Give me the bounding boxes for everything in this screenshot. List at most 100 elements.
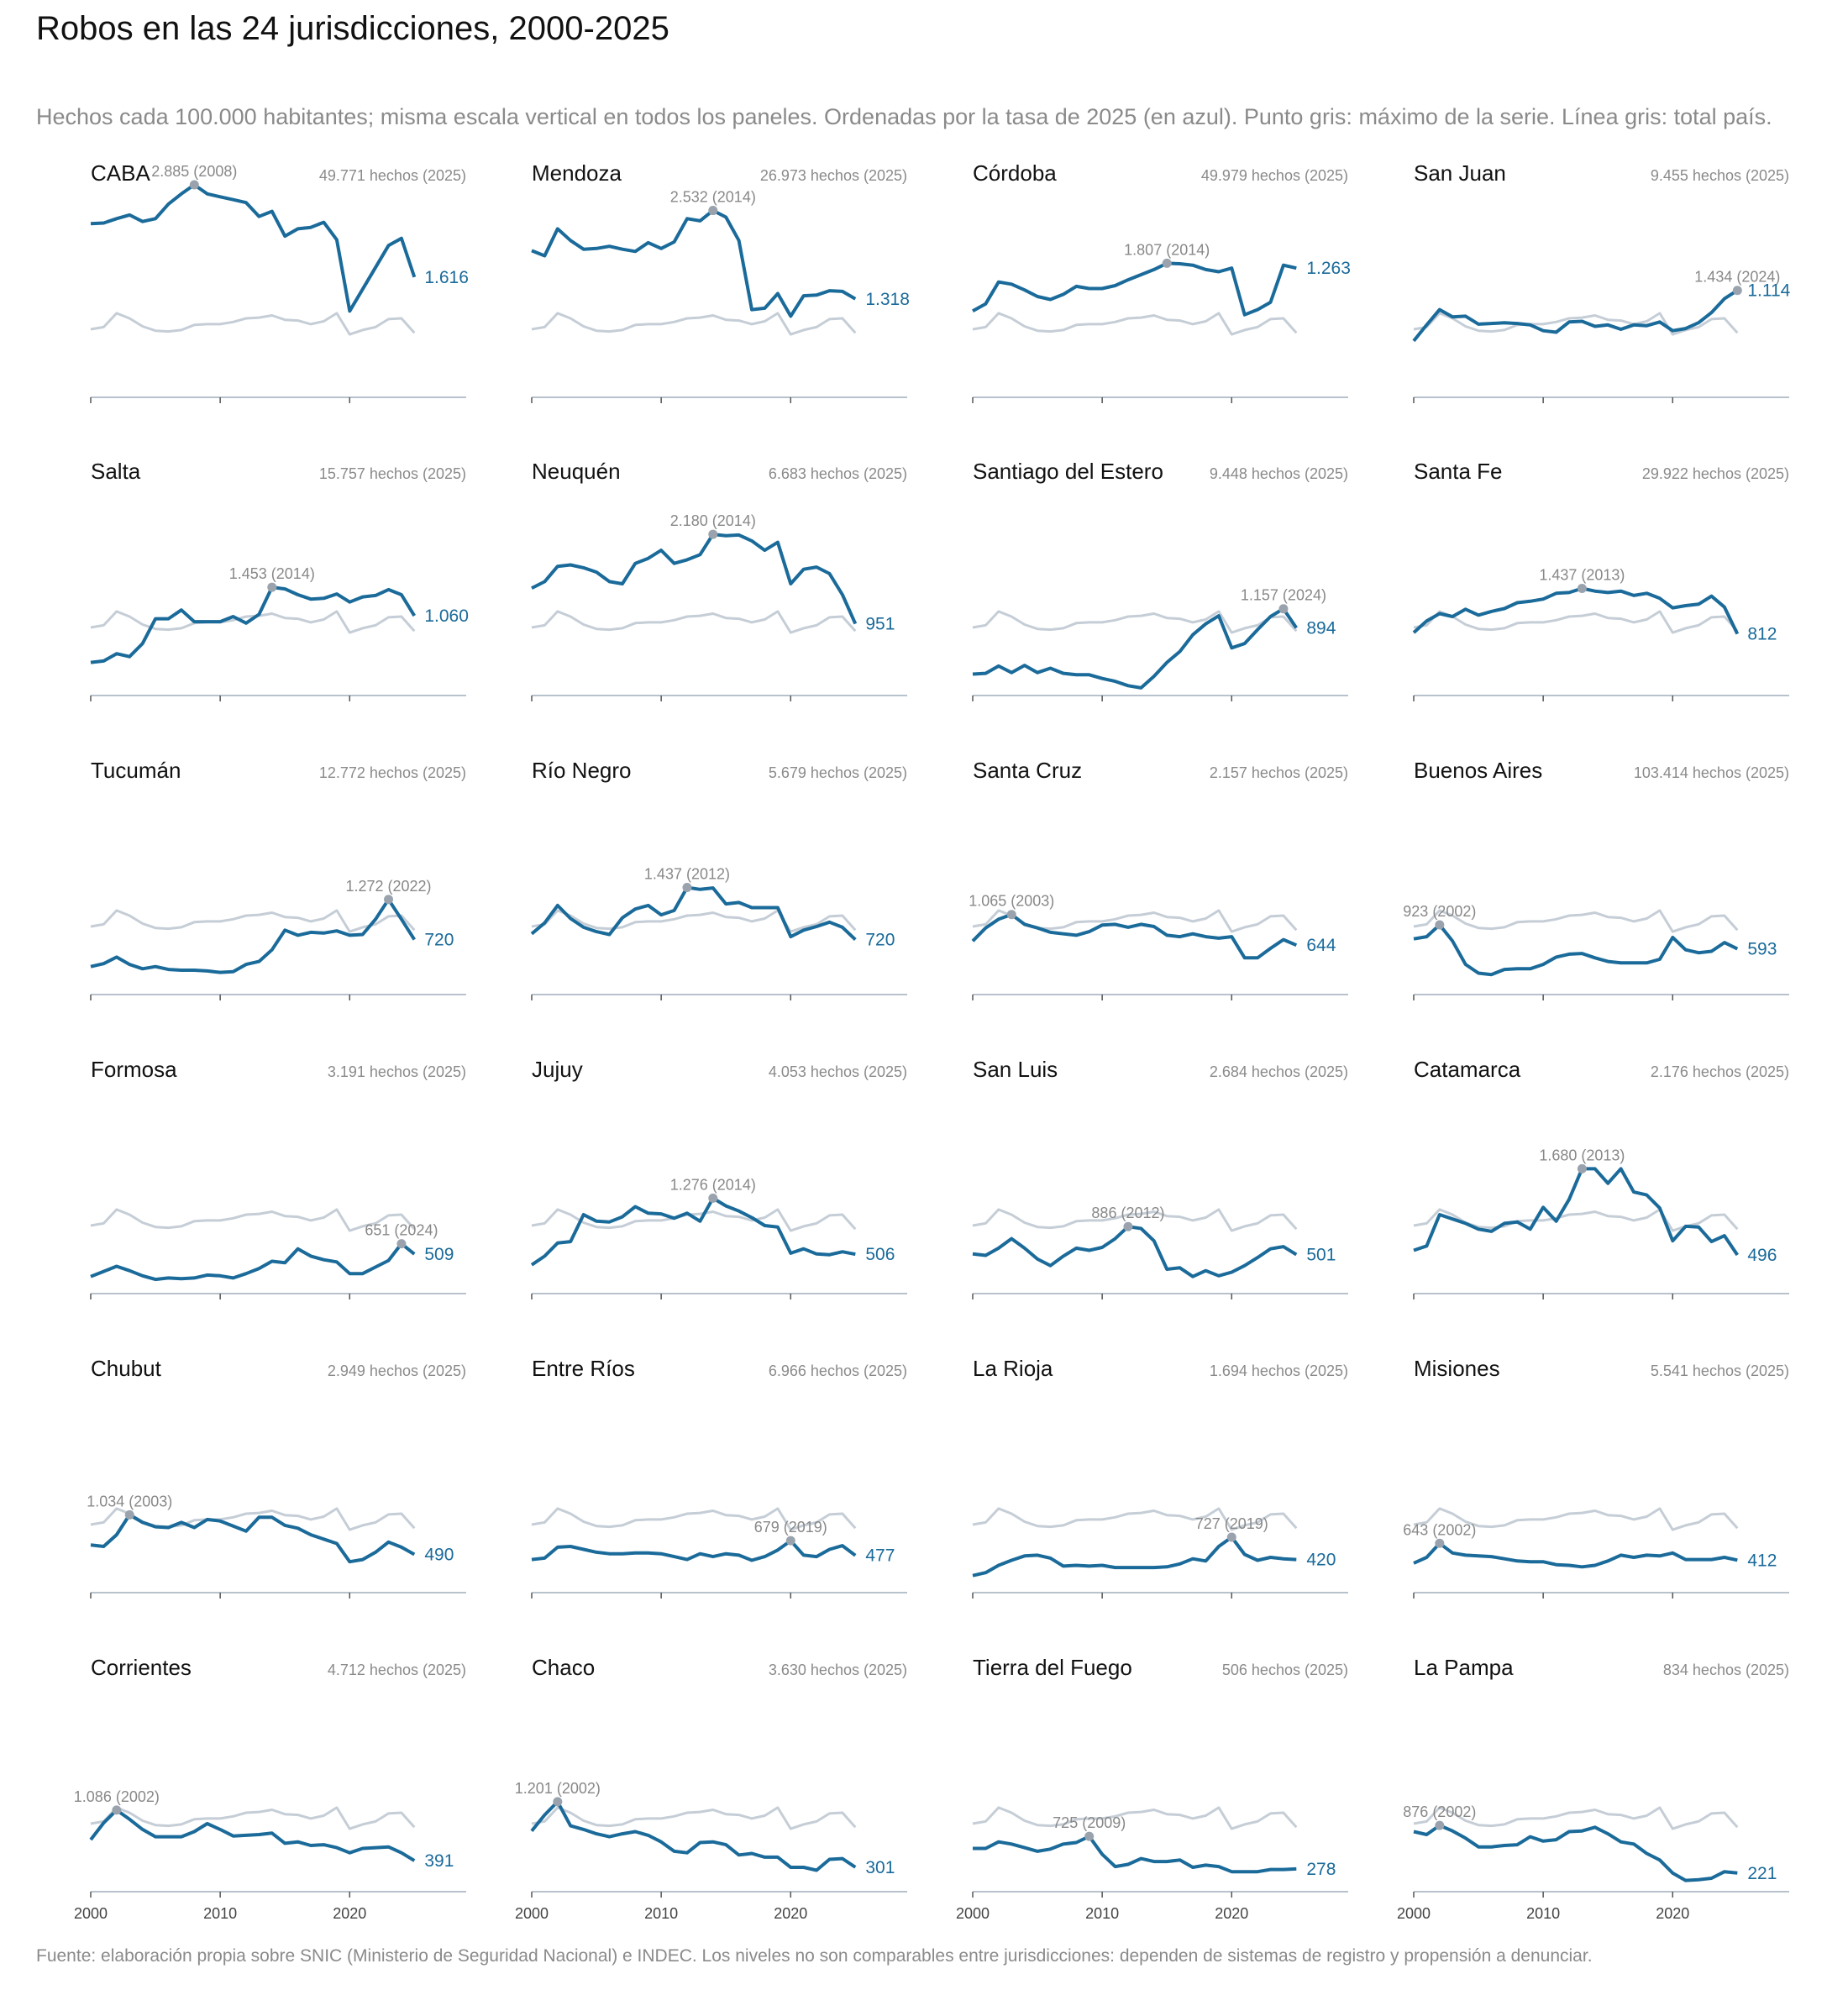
- province-line: [89, 1808, 416, 1862]
- end-value-label: 812: [1747, 625, 1777, 644]
- end-value-label: 951: [865, 615, 895, 634]
- x-tick-label: 2010: [644, 1905, 678, 1922]
- province-line: [90, 183, 417, 313]
- province-line: [531, 1539, 857, 1562]
- max-label: 727 (2019): [1195, 1515, 1268, 1532]
- max-point: [1435, 1538, 1445, 1548]
- panel-title: Santa Fe: [1414, 459, 1503, 484]
- country-line: [531, 1208, 857, 1232]
- panel-count-label: 3.191 hechos (2025): [328, 1063, 466, 1080]
- panel-count-label: 103.414 hechos (2025): [1634, 764, 1789, 781]
- province-line: [90, 1242, 416, 1282]
- max-label: 1.034 (2003): [87, 1493, 172, 1509]
- end-value-label: 391: [424, 1851, 454, 1871]
- panel-tucuman: Tucumán 12.772 hechos (2025) 1.272 (2022) 7…: [90, 758, 466, 1000]
- end-value-label: 593: [1747, 940, 1777, 959]
- chart-subtitle: Hechos cada 100.000 habitantes; misma es…: [36, 104, 1772, 129]
- max-label: 2.532 (2014): [670, 189, 756, 206]
- panel-count-label: 2.157 hechos (2025): [1210, 764, 1348, 781]
- max-point: [1162, 258, 1172, 268]
- max-point: [1732, 286, 1742, 296]
- province-line: [972, 1225, 1298, 1278]
- max-point: [785, 1536, 795, 1546]
- max-point: [384, 895, 394, 905]
- end-value-label: 420: [1306, 1551, 1336, 1570]
- max-label: 1.453 (2014): [229, 565, 315, 582]
- x-tick-label: 2000: [74, 1905, 108, 1922]
- x-tick-label: 2020: [1656, 1905, 1689, 1922]
- country-line: [531, 1806, 857, 1830]
- max-label: 876 (2002): [1403, 1803, 1476, 1820]
- panel-count-label: 29.922 hechos (2025): [1642, 465, 1789, 482]
- max-point: [682, 882, 692, 892]
- country-line: [531, 312, 857, 336]
- max-label: 1.272 (2022): [345, 878, 431, 895]
- country-line: [90, 1806, 416, 1830]
- panel-title: Tucumán: [91, 758, 181, 783]
- panel-la-pampa: La Pampa 834 hechos (2025) 2000 2010 2020 876…: [1397, 1655, 1789, 1922]
- panel-count-label: 6.683 hechos (2025): [769, 465, 907, 482]
- panel-count-label: 2.949 hechos (2025): [328, 1362, 466, 1379]
- panel-count-label: 1.694 hechos (2025): [1210, 1362, 1348, 1379]
- panel-count-label: 2.684 hechos (2025): [1210, 1063, 1348, 1080]
- country-line: [90, 312, 416, 336]
- panel-count-label: 5.541 hechos (2025): [1651, 1362, 1789, 1379]
- panel-title: Entre Ríos: [532, 1356, 635, 1381]
- panel-chubut: Chubut 2.949 hechos (2025) 1.034 (2003) 490: [87, 1356, 466, 1599]
- panel-title: Tierra del Fuego: [973, 1655, 1132, 1680]
- panel-santiago-del-estero: Santiago del Estero 9.448 hechos (2025) 1.…: [972, 459, 1348, 701]
- panel-count-label: 834 hechos (2025): [1663, 1662, 1789, 1678]
- panel-buenos-aires: Buenos Aires 103.414 hechos (2025) 923 (20…: [1403, 758, 1789, 1000]
- max-label: 1.807 (2014): [1124, 241, 1210, 258]
- country-line: [1413, 610, 1739, 634]
- panel-title: Chubut: [91, 1356, 162, 1381]
- panel-count-label: 506 hechos (2025): [1222, 1662, 1348, 1678]
- max-point: [112, 1805, 122, 1815]
- end-value-label: 1.060: [424, 606, 469, 626]
- max-label: 1.680 (2013): [1539, 1147, 1625, 1163]
- max-point: [1435, 1820, 1445, 1830]
- panel-title: Chaco: [532, 1655, 595, 1680]
- panel-count-label: 3.630 hechos (2025): [769, 1662, 907, 1678]
- panel-misiones: Misiones 5.541 hechos (2025) 643 (2002) 412: [1403, 1356, 1789, 1599]
- panel-title: Córdoba: [973, 160, 1057, 186]
- panel-jujuy: Jujuy 4.053 hechos (2025) 1.276 (2014) 506: [530, 1057, 907, 1299]
- panel-title: Santa Cruz: [973, 758, 1082, 783]
- end-value-label: 894: [1306, 619, 1336, 638]
- panel-title: CABA: [91, 160, 150, 186]
- panel-neuquen: Neuquén 6.683 hechos (2025) 2.180 (2014) 95…: [531, 459, 907, 701]
- country-line: [1413, 909, 1739, 933]
- panel-title: Santiago del Estero: [973, 459, 1163, 484]
- panel-rio-negro: Río Negro 5.679 hechos (2025) 1.437 (2012)…: [530, 758, 907, 1000]
- panel-cordoba: Córdoba 49.979 hechos (2025) 1.807 (2014) 1…: [972, 160, 1351, 403]
- panel-title: Corrientes: [91, 1655, 192, 1680]
- province-line: [1413, 1541, 1738, 1569]
- panel-santa-cruz: Santa Cruz 2.157 hechos (2025) 1.065 (2003…: [969, 758, 1348, 1000]
- panel-count-label: 15.757 hechos (2025): [319, 465, 466, 482]
- max-label: 886 (2012): [1091, 1205, 1164, 1221]
- country-line: [972, 312, 1298, 336]
- end-value-label: 412: [1747, 1551, 1777, 1570]
- province-line: [530, 885, 857, 942]
- province-line: [972, 1536, 1297, 1578]
- end-value-label: 1.114: [1747, 281, 1790, 301]
- panel-la-rioja: La Rioja 1.694 hechos (2025) 727 (2019) 420: [972, 1356, 1348, 1599]
- x-tick-label: 2010: [203, 1905, 237, 1922]
- max-label: 679 (2019): [754, 1519, 827, 1536]
- panel-title: San Luis: [973, 1057, 1058, 1082]
- panel-formosa: Formosa 3.191 hechos (2025) 651 (2024) 509: [90, 1057, 466, 1299]
- country-line: [90, 610, 416, 634]
- country-line: [972, 1507, 1298, 1531]
- province-line: [1413, 1167, 1739, 1257]
- max-label: 1.201 (2002): [515, 1780, 601, 1797]
- max-point: [1226, 1532, 1236, 1542]
- panel-count-label: 4.053 hechos (2025): [769, 1063, 907, 1080]
- province-line: [973, 1835, 1297, 1874]
- end-value-label: 278: [1306, 1860, 1336, 1879]
- province-line: [531, 208, 857, 318]
- max-point: [708, 1193, 718, 1203]
- max-point: [267, 582, 277, 592]
- panel-title: Catamarca: [1414, 1057, 1521, 1082]
- end-value-label: 496: [1747, 1246, 1777, 1265]
- panel-title: La Pampa: [1414, 1655, 1514, 1680]
